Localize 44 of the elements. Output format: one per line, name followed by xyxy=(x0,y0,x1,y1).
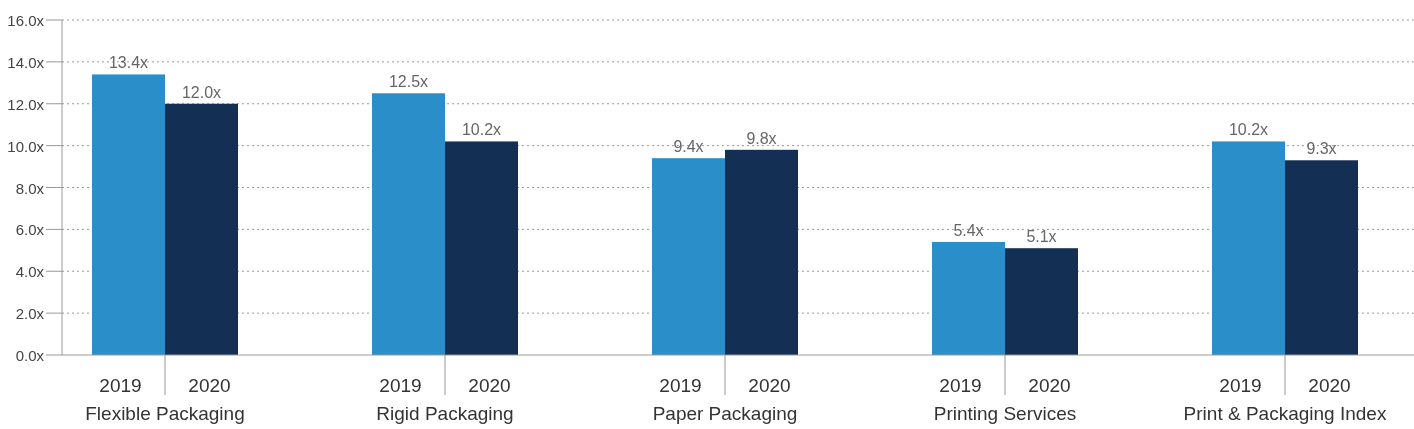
bar xyxy=(725,149,798,355)
data-label: 9.3x xyxy=(1306,140,1337,158)
bar xyxy=(92,74,165,355)
y-tick-label: 6.0x xyxy=(15,221,45,239)
bar xyxy=(445,141,518,355)
y-tick-label: 14.0x xyxy=(7,53,45,71)
y-tick-label: 16.0x xyxy=(7,12,45,29)
bar xyxy=(372,93,445,355)
text: 2019 xyxy=(659,375,702,396)
series-label: 2019 xyxy=(99,375,142,396)
bar xyxy=(652,158,725,355)
x-tick-label: Printing Services xyxy=(933,403,1077,424)
bar xyxy=(165,103,238,355)
y-tick-label: 2.0x xyxy=(15,305,45,323)
bar xyxy=(1285,160,1358,355)
text: 2019 xyxy=(939,375,982,396)
data-label: 12.5x xyxy=(388,73,429,91)
data-label: 9.8x xyxy=(746,129,777,147)
bar xyxy=(932,241,1005,355)
series-label: 2020 xyxy=(188,375,231,396)
text: 2020 xyxy=(468,375,511,396)
y-tick-label: 10.0x xyxy=(7,137,45,155)
text: 2019 xyxy=(379,375,422,396)
y-tick-label: 8.0x xyxy=(15,179,45,197)
text: 2020 xyxy=(1028,375,1071,396)
data-label: 5.1x xyxy=(1026,228,1057,246)
bar xyxy=(1005,248,1078,355)
data-label: 12.0x xyxy=(181,83,222,101)
x-tick-label: Paper Packaging xyxy=(652,403,798,424)
x-tick-label: Print & Packaging Index xyxy=(1183,403,1387,424)
data-label: 10.2x xyxy=(1228,121,1269,139)
y-tick-label: 12.0x xyxy=(7,95,45,113)
bar xyxy=(1212,141,1285,355)
data-label: 5.4x xyxy=(953,221,984,239)
text: 2020 xyxy=(1308,375,1351,396)
data-label: 13.4x xyxy=(108,54,149,72)
y-tick-label: 4.0x xyxy=(15,263,45,281)
y-tick-label: 0.0x xyxy=(15,347,45,364)
text: 2019 xyxy=(1219,375,1262,396)
data-label: 10.2x xyxy=(461,121,502,139)
x-tick-label: Rigid Packaging xyxy=(376,403,514,424)
data-label: 9.4x xyxy=(673,138,704,156)
text: 2020 xyxy=(748,375,791,396)
x-tick-label: Flexible Packaging xyxy=(85,403,245,424)
